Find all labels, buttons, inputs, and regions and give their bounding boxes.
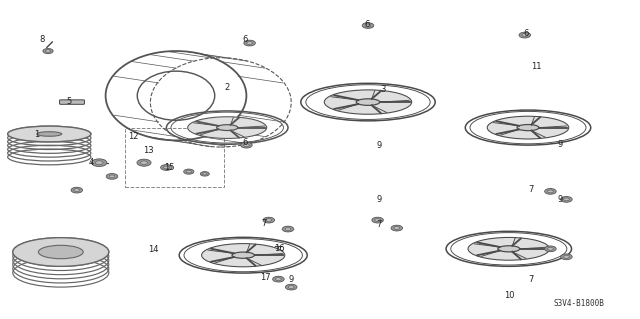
- Circle shape: [375, 219, 380, 221]
- Circle shape: [285, 228, 291, 230]
- Text: 13: 13: [143, 146, 154, 155]
- Circle shape: [186, 170, 191, 173]
- Text: 6: 6: [243, 35, 248, 44]
- Circle shape: [519, 32, 531, 38]
- Circle shape: [243, 144, 250, 146]
- Circle shape: [522, 34, 527, 36]
- Circle shape: [241, 142, 252, 148]
- FancyBboxPatch shape: [60, 100, 84, 104]
- Circle shape: [244, 40, 255, 46]
- Ellipse shape: [38, 245, 83, 259]
- Text: 9: 9: [376, 141, 381, 150]
- Ellipse shape: [8, 126, 91, 142]
- Circle shape: [266, 219, 272, 221]
- Text: 7: 7: [376, 220, 381, 229]
- Circle shape: [564, 255, 570, 258]
- Circle shape: [109, 175, 115, 178]
- Ellipse shape: [232, 252, 254, 258]
- Ellipse shape: [356, 99, 380, 105]
- Ellipse shape: [487, 116, 569, 139]
- Text: 9: 9: [557, 195, 563, 204]
- Text: 7: 7: [261, 219, 266, 228]
- Circle shape: [164, 166, 169, 169]
- Circle shape: [141, 161, 148, 165]
- Text: 7: 7: [529, 185, 534, 194]
- Circle shape: [184, 169, 194, 174]
- Circle shape: [200, 172, 209, 176]
- Text: 5: 5: [67, 97, 72, 106]
- Circle shape: [137, 159, 151, 166]
- Ellipse shape: [13, 238, 109, 266]
- Text: 16: 16: [275, 244, 285, 253]
- Text: 12: 12: [128, 132, 138, 141]
- Circle shape: [161, 165, 172, 170]
- Circle shape: [365, 24, 371, 27]
- Circle shape: [282, 226, 294, 232]
- Circle shape: [561, 197, 572, 202]
- Circle shape: [545, 189, 556, 194]
- Text: 6: 6: [243, 138, 248, 147]
- Ellipse shape: [498, 246, 520, 252]
- Circle shape: [106, 174, 118, 179]
- Ellipse shape: [36, 132, 62, 136]
- Circle shape: [561, 254, 572, 260]
- Circle shape: [247, 42, 253, 44]
- Circle shape: [394, 226, 400, 230]
- Text: 3: 3: [380, 85, 385, 94]
- Ellipse shape: [468, 237, 550, 260]
- Text: 9: 9: [376, 195, 381, 204]
- Text: 17: 17: [260, 273, 271, 282]
- Circle shape: [263, 217, 275, 223]
- Circle shape: [372, 217, 383, 223]
- Text: 8: 8: [39, 35, 44, 44]
- Text: 2: 2: [225, 83, 230, 92]
- Circle shape: [285, 284, 297, 290]
- Circle shape: [273, 276, 284, 282]
- Circle shape: [74, 189, 79, 191]
- Text: 7: 7: [529, 275, 534, 284]
- Circle shape: [288, 286, 294, 288]
- Text: 9: 9: [289, 275, 294, 284]
- Text: 9: 9: [557, 140, 563, 149]
- Circle shape: [548, 190, 553, 193]
- Text: 10: 10: [504, 291, 515, 300]
- Circle shape: [95, 161, 103, 165]
- Circle shape: [45, 50, 51, 52]
- Text: 1: 1: [34, 130, 39, 139]
- Ellipse shape: [188, 117, 267, 138]
- Ellipse shape: [324, 90, 412, 114]
- Circle shape: [275, 278, 282, 281]
- Circle shape: [362, 23, 374, 28]
- Ellipse shape: [202, 244, 285, 267]
- Text: 4: 4: [89, 158, 94, 167]
- Circle shape: [202, 173, 207, 175]
- Circle shape: [71, 187, 83, 193]
- Text: 6: 6: [364, 20, 369, 29]
- Circle shape: [548, 248, 553, 250]
- Ellipse shape: [216, 125, 238, 130]
- Text: 15: 15: [164, 163, 175, 172]
- Text: 14: 14: [148, 245, 159, 254]
- Text: S3V4-B1800B: S3V4-B1800B: [554, 299, 605, 308]
- Text: 11: 11: [531, 62, 541, 71]
- Circle shape: [545, 246, 556, 252]
- Ellipse shape: [517, 124, 539, 131]
- Circle shape: [564, 198, 570, 201]
- Circle shape: [43, 48, 53, 54]
- Circle shape: [391, 225, 403, 231]
- Circle shape: [92, 159, 107, 167]
- Text: 6: 6: [524, 29, 529, 38]
